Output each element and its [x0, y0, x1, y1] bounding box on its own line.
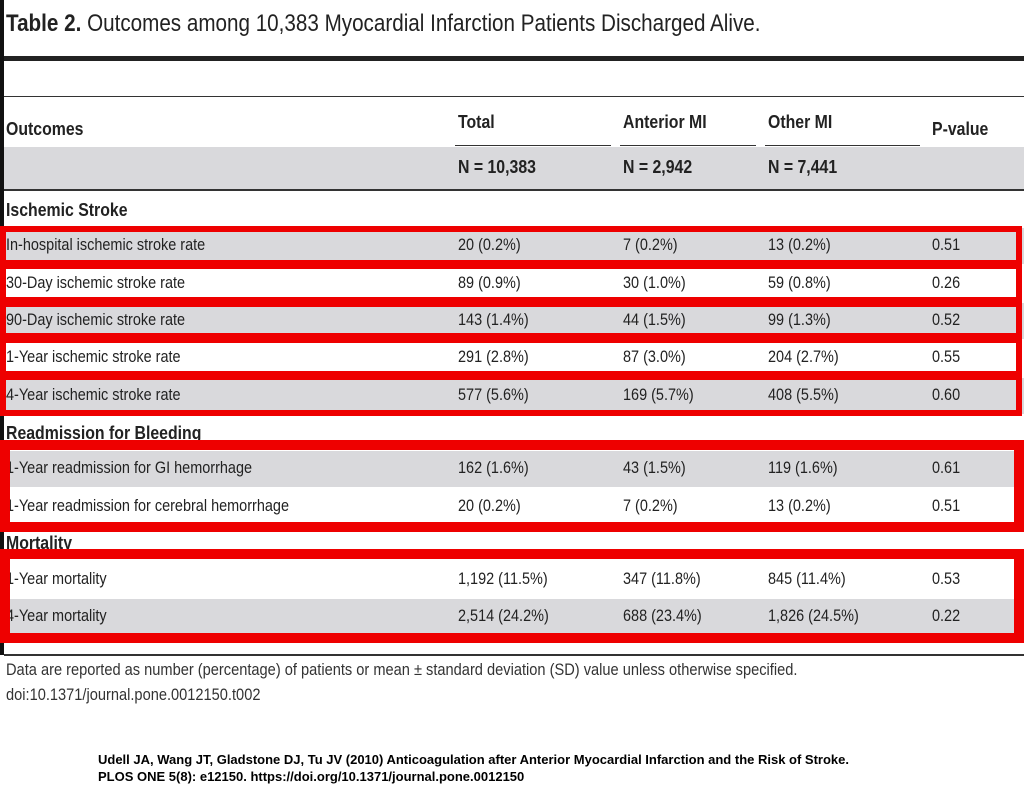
citation-line-1: Udell JA, Wang JT, Gladstone DJ, Tu JV (…	[98, 752, 849, 767]
cell-other: 59 (0.8%)	[768, 273, 831, 292]
cell-pvalue: 0.51	[932, 496, 961, 515]
table-doi: doi:10.1371/journal.pone.0012150.t002	[6, 685, 261, 704]
cell-pvalue: 0.53	[932, 569, 961, 588]
table-row: 4-Year mortality 2,514 (24.2%) 688 (23.4…	[4, 599, 1024, 635]
table-bottom-rule	[4, 654, 1024, 656]
n-total: N = 10,383	[458, 157, 536, 177]
table-row: 4-Year ischemic stroke rate 577 (5.6%) 1…	[4, 378, 1024, 414]
cell-total: 1,192 (11.5%)	[458, 569, 548, 588]
cell-total: 2,514 (24.2%)	[458, 606, 549, 625]
row-label: 4-Year ischemic stroke rate	[6, 385, 181, 404]
header-bottom-rule	[4, 189, 1024, 191]
cell-other: 845 (11.4%)	[768, 569, 846, 588]
cell-other: 13 (0.2%)	[768, 235, 831, 254]
row-label: 90-Day ischemic stroke rate	[6, 310, 186, 329]
cell-anterior: 7 (0.2%)	[623, 496, 678, 515]
n-anterior: N = 2,942	[623, 157, 693, 177]
row-label: 4-Year mortality	[6, 606, 107, 625]
cell-pvalue: 0.26	[932, 273, 961, 292]
n-other: N = 7,441	[768, 157, 838, 177]
row-label: 1-Year mortality	[6, 569, 107, 588]
cell-pvalue: 0.52	[932, 310, 961, 329]
highlight-box-row	[0, 301, 1022, 339]
table-row: 1-Year readmission for GI hemorrhage 162…	[4, 451, 1024, 487]
highlight-box-mortality	[0, 549, 1024, 643]
highlight-box-row	[0, 263, 1022, 303]
table-row: 1-Year ischemic stroke rate 291 (2.8%) 8…	[4, 340, 1024, 376]
cell-total: 20 (0.2%)	[458, 235, 521, 254]
section-heading-ischemic: Ischemic Stroke	[6, 200, 128, 220]
table-caption: Outcomes among 10,383 Myocardial Infarct…	[87, 10, 761, 37]
title-rule	[4, 56, 1024, 61]
cell-anterior: 7 (0.2%)	[623, 235, 678, 254]
cell-total: 291 (2.8%)	[458, 347, 529, 366]
cell-pvalue: 0.51	[932, 235, 961, 254]
section-heading-bleeding: Readmission for Bleeding	[6, 423, 202, 443]
row-label: 1-Year ischemic stroke rate	[6, 347, 181, 366]
table-row: 1-Year mortality 1,192 (11.5%) 347 (11.8…	[4, 562, 1024, 598]
cell-anterior: 688 (23.4%)	[623, 606, 702, 625]
n-values-band	[4, 147, 1024, 189]
highlight-box-bleeding	[0, 440, 1024, 532]
cell-other: 13 (0.2%)	[768, 496, 831, 515]
cell-other: 408 (5.5%)	[768, 385, 839, 404]
table-row: In-hospital ischemic stroke rate 20 (0.2…	[4, 228, 1024, 264]
header-top-rule	[4, 96, 1024, 97]
cell-pvalue: 0.22	[932, 606, 961, 625]
cell-pvalue: 0.55	[932, 347, 961, 366]
row-label: 1-Year readmission for GI hemorrhage	[6, 458, 253, 477]
cell-total: 162 (1.6%)	[458, 458, 529, 477]
cell-anterior: 347 (11.8%)	[623, 569, 701, 588]
table-row: 30-Day ischemic stroke rate 89 (0.9%) 30…	[4, 266, 1024, 302]
citation-line-2: PLOS ONE 5(8): e12150. https://doi.org/1…	[98, 769, 525, 784]
cell-anterior: 43 (1.5%)	[623, 458, 686, 477]
cell-other: 99 (1.3%)	[768, 310, 831, 329]
table-title: Table 2. Outcomes among 10,383 Myocardia…	[6, 10, 761, 38]
row-label: 1-Year readmission for cerebral hemorrha…	[6, 496, 289, 515]
table-label: Table 2.	[6, 10, 82, 37]
col-header-total: Total	[458, 112, 495, 132]
cell-pvalue: 0.61	[932, 458, 961, 477]
table-row: 1-Year readmission for cerebral hemorrha…	[4, 489, 1024, 525]
col-rule-other	[765, 145, 920, 146]
cell-total: 20 (0.2%)	[458, 496, 521, 515]
col-header-other: Other MI	[768, 112, 833, 132]
cell-other: 204 (2.7%)	[768, 347, 839, 366]
cell-total: 89 (0.9%)	[458, 273, 521, 292]
cell-anterior: 169 (5.7%)	[623, 385, 694, 404]
cell-anterior: 30 (1.0%)	[623, 273, 686, 292]
section-heading-mortality: Mortality	[6, 533, 73, 553]
row-label: In-hospital ischemic stroke rate	[6, 235, 206, 254]
col-rule-anterior	[620, 145, 756, 146]
col-header-anterior: Anterior MI	[623, 112, 707, 132]
cell-anterior: 44 (1.5%)	[623, 310, 686, 329]
cell-pvalue: 0.60	[932, 385, 961, 404]
row-label: 30-Day ischemic stroke rate	[6, 273, 186, 292]
cell-total: 577 (5.6%)	[458, 385, 529, 404]
cell-other: 119 (1.6%)	[768, 458, 838, 477]
col-header-pvalue: P-value	[932, 119, 989, 139]
highlight-box-row	[0, 374, 1022, 416]
highlight-box-row	[0, 226, 1022, 266]
col-rule-total	[455, 145, 611, 146]
cell-total: 143 (1.4%)	[458, 310, 529, 329]
col-header-outcomes: Outcomes	[6, 119, 84, 139]
cell-other: 1,826 (24.5%)	[768, 606, 859, 625]
highlight-box-row	[0, 337, 1022, 377]
cell-anterior: 87 (3.0%)	[623, 347, 686, 366]
table-footnote: Data are reported as number (percentage)…	[6, 660, 798, 679]
